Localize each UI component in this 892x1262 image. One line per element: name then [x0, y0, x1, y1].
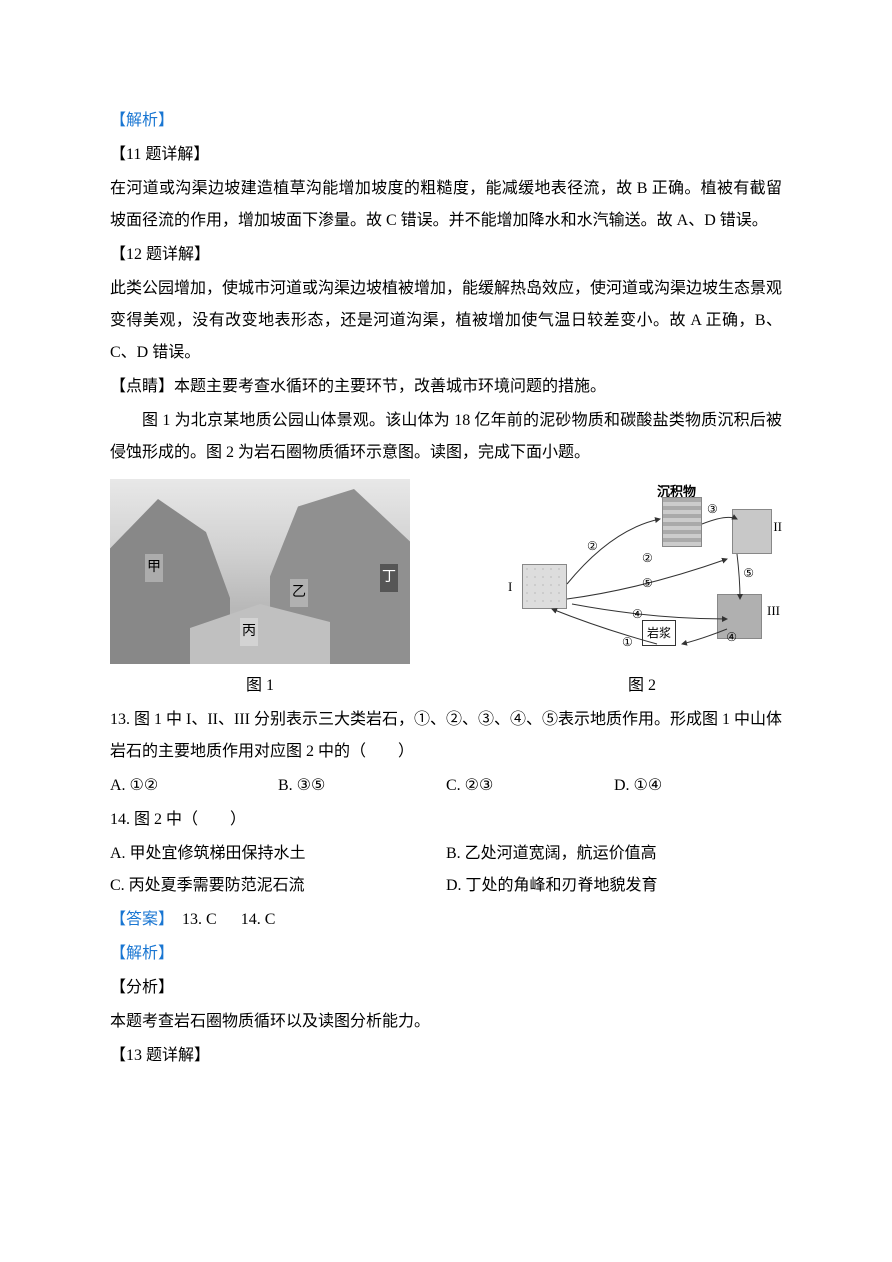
q14-option-d: D. 丁处的角峰和刃脊地貌发育: [446, 870, 782, 902]
figure-1-box: 甲 乙 丙 丁 图 1: [110, 479, 410, 702]
fenxi-label: 【分析】: [110, 972, 782, 1004]
answer-13: 13. C: [182, 911, 217, 928]
analysis-heading: 【解析】: [110, 105, 782, 137]
figure-2-box: 沉积物 岩浆 I II III ① ② ② ③ ④: [502, 479, 782, 702]
fig1-label-ding: 丁: [380, 564, 398, 592]
q14-option-b: B. 乙处河道宽阔，航运价值高: [446, 838, 782, 870]
dianjing-line: 【点睛】本题主要考查水循环的主要环节，改善城市环境问题的措施。: [110, 371, 782, 403]
dianjing-label: 【点睛】: [110, 378, 174, 395]
q14-options: A. 甲处宜修筑梯田保持水土 B. 乙处河道宽阔，航运价值高 C. 丙处夏季需要…: [110, 838, 782, 902]
answers-line: 【答案】 13. C 14. C: [110, 904, 782, 936]
dianjing-text: 本题主要考查水循环的主要环节，改善城市环境问题的措施。: [174, 378, 606, 395]
fig2-arrow-4a: ④: [632, 602, 643, 626]
figure-1-image: 甲 乙 丙 丁: [110, 479, 410, 664]
q13-option-c: C. ②③: [446, 770, 614, 802]
figure-2-caption: 图 2: [628, 670, 656, 702]
q13-option-d: D. ①④: [614, 770, 782, 802]
figure-1-caption: 图 1: [246, 670, 274, 702]
figure-2-image: 沉积物 岩浆 I II III ① ② ② ③ ④: [502, 479, 782, 664]
fig2-arrow-4b: ④: [726, 625, 737, 649]
q11-text: 在河道或沟渠边坡建造植草沟能增加坡度的粗糙度，能减缓地表径流，故 B 正确。植被…: [110, 173, 782, 237]
q13-options: A. ①② B. ③⑤ C. ②③ D. ①④: [110, 770, 782, 802]
q14-stem: 14. 图 2 中（ ）: [110, 804, 782, 836]
answers-label: 【答案】: [110, 911, 174, 928]
q13-option-a: A. ①②: [110, 770, 278, 802]
passage-text: 图 1 为北京某地质公园山体景观。该山体为 18 亿年前的泥砂物质和碳酸盐类物质…: [110, 405, 782, 469]
q13-number: 13.: [110, 711, 130, 728]
q13-option-b: B. ③⑤: [278, 770, 446, 802]
q12-text: 此类公园增加，使城市河道或沟渠边坡植被增加，能缓解热岛效应，使河道或沟渠边坡生态…: [110, 273, 782, 369]
q14-text: 图 2 中（ ）: [134, 811, 246, 828]
fig2-arrow-3: ③: [707, 497, 718, 521]
answer-14: 14. C: [241, 911, 276, 928]
q14-option-c: C. 丙处夏季需要防范泥石流: [110, 870, 446, 902]
fig2-arrow-5b: ⑤: [743, 561, 754, 585]
fenxi-text: 本题考查岩石圈物质循环以及读图分析能力。: [110, 1006, 782, 1038]
fig1-label-jia: 甲: [145, 554, 163, 582]
q14-option-a: A. 甲处宜修筑梯田保持水土: [110, 838, 446, 870]
analysis2-heading: 【解析】: [110, 938, 782, 970]
q14-number: 14.: [110, 811, 130, 828]
fig1-label-bing: 丙: [240, 618, 258, 646]
fig2-arrow-5a: ⑤: [642, 571, 653, 595]
q13-detail-heading: 【13 题详解】: [110, 1040, 782, 1072]
q13-stem: 13. 图 1 中 I、II、III 分别表示三大类岩石，①、②、③、④、⑤表示…: [110, 704, 782, 768]
fig2-arrow-2a: ②: [587, 534, 598, 558]
fig1-label-yi: 乙: [290, 579, 308, 607]
fig2-arrow-2b: ②: [642, 546, 653, 570]
fig2-arrow-1: ①: [622, 630, 633, 654]
q13-text: 图 1 中 I、II、III 分别表示三大类岩石，①、②、③、④、⑤表示地质作用…: [110, 711, 782, 760]
q11-heading: 【11 题详解】: [110, 139, 782, 171]
q12-heading: 【12 题详解】: [110, 239, 782, 271]
figure-row: 甲 乙 丙 丁 图 1 沉积物 岩浆 I II III: [110, 479, 782, 702]
